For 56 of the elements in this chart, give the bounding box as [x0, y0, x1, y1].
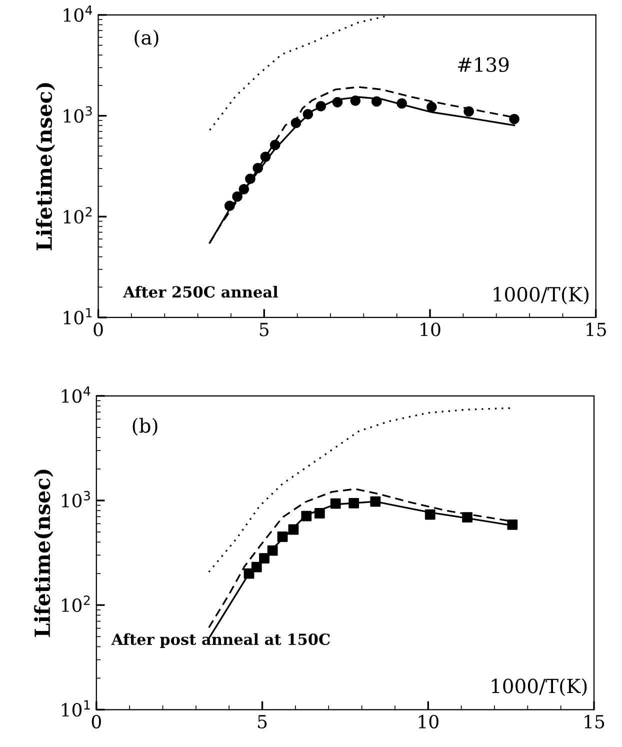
y-tick-label: 10$^{2}$	[64, 207, 92, 224]
point	[396, 98, 408, 109]
point	[426, 102, 437, 112]
point	[251, 562, 262, 572]
point	[270, 140, 280, 150]
y-axis-title: Lifetime(nsec)	[34, 470, 54, 637]
y-tick-label: 10$^{3}$	[62, 490, 90, 508]
point	[224, 200, 235, 212]
point	[238, 184, 250, 194]
y-axis-title: Lifetime(nsec)	[36, 83, 55, 250]
point	[244, 568, 254, 579]
x-tick-label: 15	[584, 714, 604, 728]
point	[267, 545, 278, 556]
point	[302, 108, 314, 120]
y-tick-label: 10$^{1}$	[64, 308, 92, 324]
y-tick-label: 10$^{1}$	[62, 700, 90, 717]
x-tick-label: 0	[92, 714, 101, 728]
point	[350, 95, 361, 106]
point	[252, 162, 264, 174]
point	[314, 508, 325, 518]
point	[332, 97, 343, 108]
point	[288, 524, 299, 535]
point	[507, 519, 518, 530]
x-tick-label: 10	[418, 714, 438, 728]
point	[464, 106, 474, 117]
y-tick-label: 10$^{3}$	[64, 106, 92, 123]
x-tick-label: 5	[258, 715, 267, 728]
point	[370, 496, 381, 507]
point	[509, 114, 520, 124]
y-tick-label: 10$^{4}$	[62, 386, 90, 403]
point	[301, 510, 312, 522]
point	[232, 191, 242, 202]
x-tick-label: 0	[94, 322, 103, 336]
y-tick-label: 10$^{4}$	[64, 6, 92, 22]
x-axis-title: 1000/T(K)	[492, 678, 587, 696]
point	[462, 512, 472, 523]
annotation: (a)	[134, 30, 158, 48]
point	[371, 96, 382, 107]
annotation: After 250C anneal	[123, 286, 278, 298]
annotation: #139	[458, 57, 509, 72]
point	[424, 509, 436, 520]
x-axis-title: 1000/T(K)	[494, 286, 589, 304]
point	[330, 498, 341, 509]
x-tick-label: 10	[420, 322, 440, 336]
point	[277, 532, 288, 542]
point	[348, 498, 360, 508]
point	[245, 174, 256, 184]
annotation: After post anneal at 150C	[111, 633, 330, 648]
annotation: (b)	[132, 418, 158, 436]
x-tick-label: 15	[586, 322, 606, 336]
point	[259, 553, 270, 564]
point	[260, 152, 271, 162]
y-tick-label: 10$^{2}$	[62, 596, 90, 612]
x-tick-label: 5	[260, 322, 268, 336]
point	[290, 118, 302, 128]
point	[316, 100, 326, 112]
